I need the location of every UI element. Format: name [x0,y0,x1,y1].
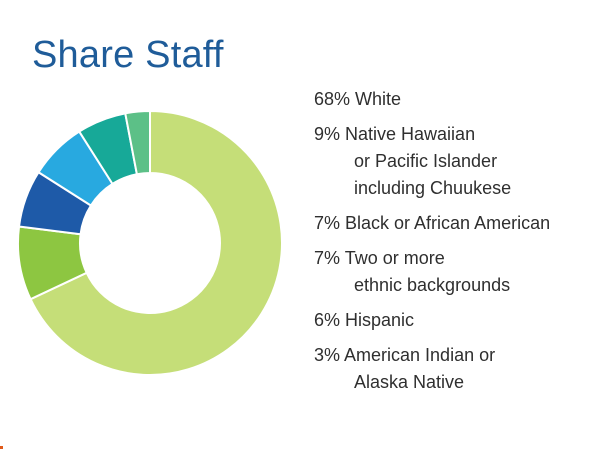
legend-label-continued: Alaska Native [354,372,465,392]
legend: 68% White 9% Native Hawaiian or Pacific … [314,86,600,404]
legend-item-hispanic: 6% Hispanic [314,307,600,334]
legend-label-continued: ethnic backgrounds [354,275,511,295]
legend-label: 3% American Indian or [314,345,496,365]
legend-label-continued: including Chuukese [354,178,512,198]
legend-item-two-or-more: 7% Two or more ethnic backgrounds [314,245,600,299]
legend-item-native-hawaiian: 9% Native Hawaiian or Pacific Islander i… [314,121,600,202]
slice-white [29,109,283,376]
slice-american-indian [124,109,151,176]
legend-label: 7% Black or African American [314,213,551,233]
legend-item-black: 7% Black or African American [314,210,600,237]
legend-item-american-indian: 3% American Indian or Alaska Native [314,342,600,396]
legend-item-white: 68% White [314,86,600,113]
legend-label: 68% White [314,89,402,109]
corner-mark [0,446,3,449]
legend-label-continued: or Pacific Islander [354,151,498,171]
legend-label: 7% Two or more [314,248,445,268]
donut-slices [17,109,283,376]
legend-label: 9% Native Hawaiian [314,124,476,144]
legend-label: 6% Hispanic [314,310,415,330]
page-title: Share Staff [32,34,224,76]
